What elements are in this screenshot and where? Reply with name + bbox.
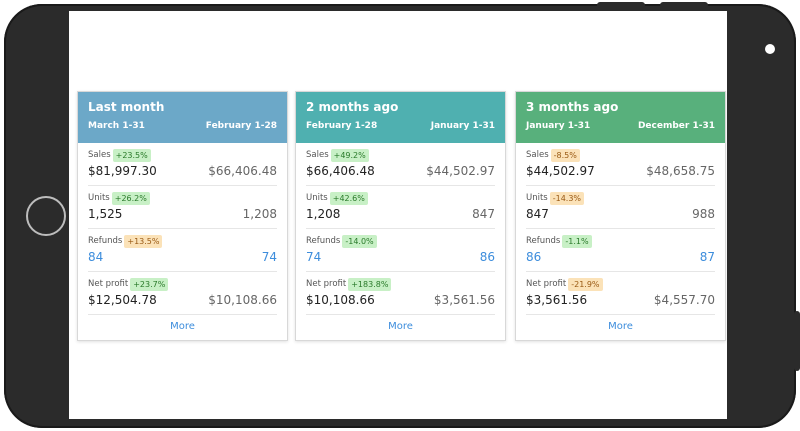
metric-label: Net profit [526, 279, 567, 289]
more-link[interactable]: More [170, 321, 195, 332]
card-title: 3 months ago [526, 100, 619, 114]
previous-refunds-link[interactable]: 74 [261, 250, 277, 264]
current-value: $81,997.30 [88, 164, 157, 178]
change-badge: +23.7% [130, 277, 169, 291]
change-badge: +49.2% [330, 148, 369, 162]
current-value: 1,525 [88, 207, 123, 221]
net-profit-metric: Net profit +23.7% $12,504.78 $10,108.66 [88, 272, 277, 315]
current-refunds-link[interactable]: 84 [88, 250, 104, 264]
current-value: $3,561.56 [526, 293, 588, 307]
units-metric: Units -14.3% 847 988 [526, 186, 715, 229]
screen: Last month March 1-31 February 1-28 Sale… [69, 11, 727, 419]
previous-value: $66,406.48 [208, 164, 277, 178]
card-last-month: Last month March 1-31 February 1-28 Sale… [77, 91, 288, 341]
card-title: 2 months ago [306, 100, 399, 114]
units-metric: Units +42.6% 1,208 847 [306, 186, 495, 229]
previous-value: $44,502.97 [426, 164, 495, 178]
net-profit-metric: Net profit -21.9% $3,561.56 $4,557.70 [526, 272, 715, 315]
card-2-months-ago: 2 months ago February 1-28 January 1-31 … [295, 91, 506, 341]
current-value: 847 [526, 207, 549, 221]
change-badge: -14.3% [549, 191, 585, 205]
previous-value: $10,108.66 [208, 293, 277, 307]
current-period: January 1-31 [526, 121, 591, 131]
metric-label: Refunds [306, 236, 341, 246]
change-badge: +183.8% [348, 277, 392, 291]
card-title: Last month [88, 100, 165, 114]
current-value: $66,406.48 [306, 164, 375, 178]
metric-label: Sales [526, 150, 549, 160]
refunds-metric: Refunds -14.0% 74 86 [306, 229, 495, 272]
card-3-months-ago: 3 months ago January 1-31 December 1-31 … [515, 91, 726, 341]
previous-refunds-link[interactable]: 87 [699, 250, 715, 264]
volume-button [660, 2, 708, 8]
metric-label: Refunds [526, 236, 561, 246]
metric-label: Net profit [306, 279, 347, 289]
previous-value: $3,561.56 [433, 293, 495, 307]
side-button [794, 311, 800, 371]
metric-label: Units [526, 193, 548, 203]
camera-dot [765, 44, 775, 54]
change-badge: -21.9% [568, 277, 603, 291]
current-refunds-link[interactable]: 74 [306, 250, 322, 264]
previous-period: January 1-31 [430, 121, 495, 131]
metric-label: Sales [306, 150, 329, 160]
change-badge: -14.0% [342, 234, 377, 248]
change-badge: -8.5% [550, 148, 580, 162]
previous-value: $4,557.70 [653, 293, 715, 307]
change-badge: +13.5% [124, 234, 163, 248]
metric-label: Units [88, 193, 110, 203]
metric-label: Units [306, 193, 328, 203]
more-link[interactable]: More [388, 321, 413, 332]
change-badge: -1.1% [562, 234, 592, 248]
current-value: $44,502.97 [526, 164, 595, 178]
home-button[interactable] [26, 196, 66, 236]
metric-label: Net profit [88, 279, 129, 289]
metric-label: Sales [88, 150, 111, 160]
previous-value: 847 [472, 207, 495, 221]
net-profit-metric: Net profit +183.8% $10,108.66 $3,561.56 [306, 272, 495, 315]
previous-value: 988 [692, 207, 715, 221]
previous-period: February 1-28 [205, 121, 277, 131]
units-metric: Units +26.2% 1,525 1,208 [88, 186, 277, 229]
change-badge: +23.5% [112, 148, 151, 162]
sales-metric: Sales -8.5% $44,502.97 $48,658.75 [526, 143, 715, 186]
sales-metric: Sales +23.5% $81,997.30 $66,406.48 [88, 143, 277, 186]
current-value: $12,504.78 [88, 293, 157, 307]
change-badge: +42.6% [329, 191, 368, 205]
card-header: Last month March 1-31 February 1-28 [78, 92, 287, 143]
current-period: February 1-28 [306, 121, 378, 131]
card-header: 3 months ago January 1-31 December 1-31 [516, 92, 725, 143]
sales-metric: Sales +49.2% $66,406.48 $44,502.97 [306, 143, 495, 186]
current-value: $10,108.66 [306, 293, 375, 307]
previous-value: 1,208 [242, 207, 277, 221]
current-refunds-link[interactable]: 86 [526, 250, 542, 264]
refunds-metric: Refunds -1.1% 86 87 [526, 229, 715, 272]
metric-label: Refunds [88, 236, 123, 246]
previous-period: December 1-31 [637, 121, 715, 131]
current-period: March 1-31 [88, 121, 145, 131]
power-button [597, 2, 645, 8]
card-header: 2 months ago February 1-28 January 1-31 [296, 92, 505, 143]
previous-value: $48,658.75 [646, 164, 715, 178]
current-value: 1,208 [306, 207, 341, 221]
more-link[interactable]: More [608, 321, 633, 332]
refunds-metric: Refunds +13.5% 84 74 [88, 229, 277, 272]
change-badge: +26.2% [111, 191, 150, 205]
previous-refunds-link[interactable]: 86 [479, 250, 495, 264]
